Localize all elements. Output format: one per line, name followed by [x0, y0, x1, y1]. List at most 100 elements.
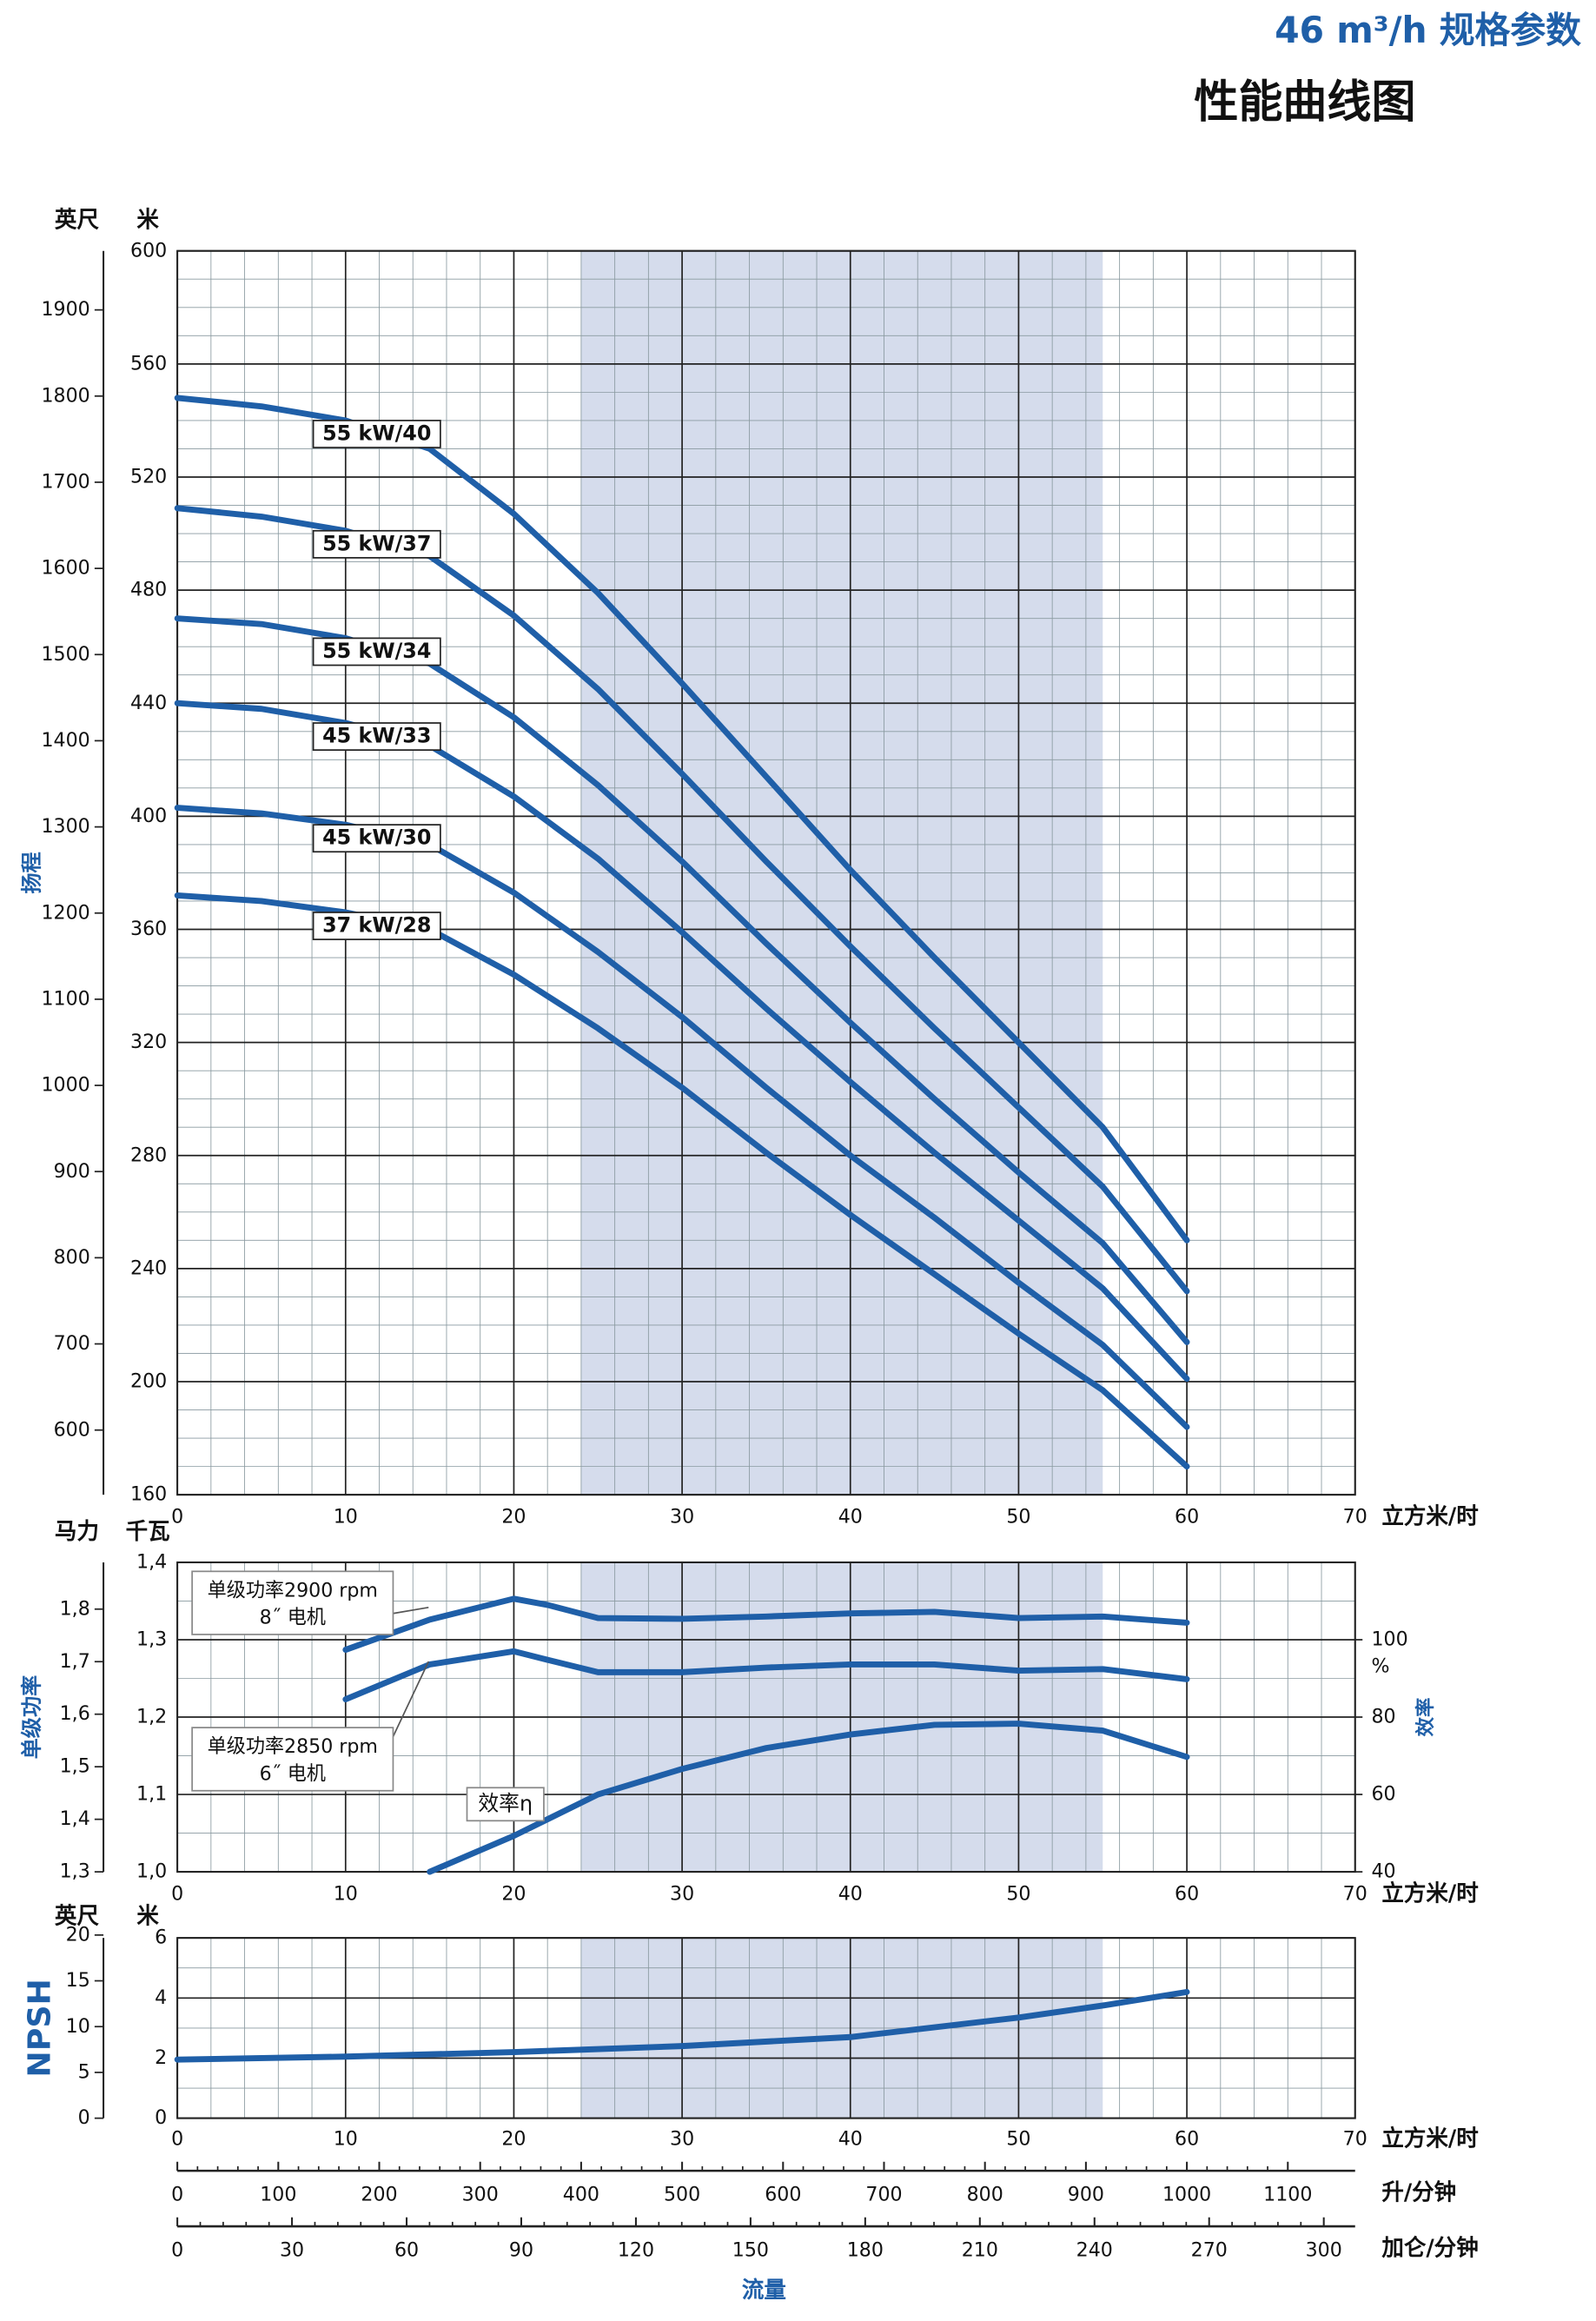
- alt-tick-label: 1,7: [60, 1650, 90, 1673]
- y-tick-label: 1,3: [136, 1628, 167, 1650]
- label-box: [312, 420, 441, 448]
- y-tick-label: 600: [130, 239, 167, 262]
- title: 46 m³/h 规格参数: [1275, 10, 1582, 51]
- x-tick-label: 120: [618, 2238, 654, 2261]
- alt-tick-label: 1600: [42, 557, 90, 580]
- series-label: 55 kW/37: [322, 531, 431, 555]
- plot-frame: [176, 1937, 1356, 2119]
- x-tick-label: 100: [260, 2183, 296, 2205]
- y-tick-label: 440: [130, 692, 167, 714]
- x-tick-label: 60: [1175, 2127, 1199, 2150]
- y-tick-label: 360: [130, 918, 167, 940]
- y-label: NPSH: [23, 1979, 58, 2077]
- annotation: 单级功率2900 rpm: [208, 1579, 378, 1601]
- x-tick-label: 90: [509, 2238, 533, 2261]
- y-unit: 米: [136, 1903, 159, 1929]
- series-label: 37 kW/28: [322, 912, 431, 937]
- label-box: [312, 824, 441, 853]
- x-tick-label: 30: [670, 1505, 694, 1528]
- y-tick-label: 1,2: [136, 1705, 167, 1727]
- x-tick-label: 180: [847, 2238, 884, 2261]
- alt-tick-label: 1,4: [60, 1807, 90, 1830]
- y2-tick-label: 100: [1371, 1628, 1407, 1650]
- x-tick-label: 800: [967, 2183, 1003, 2205]
- x-tick-label: 40: [838, 1882, 863, 1905]
- alt-tick-label: 1,3: [60, 1860, 90, 1882]
- alt-tick-label: 1200: [42, 901, 90, 924]
- x-tick-label: 0: [171, 2238, 183, 2261]
- alt-tick-label: 1500: [42, 643, 90, 666]
- y-tick-label: 0: [155, 2106, 167, 2129]
- x-tick-label: 60: [394, 2238, 419, 2261]
- x-unit: 加仑/分钟: [1381, 2234, 1478, 2261]
- label-box: [312, 722, 441, 751]
- y-tick-label: 400: [130, 805, 167, 827]
- x-tick-label: 50: [1006, 2127, 1030, 2150]
- alt-tick-label: 1700: [42, 470, 90, 493]
- x-tick-label: 10: [334, 1882, 358, 1905]
- y-alt-unit: 马力: [55, 1519, 99, 1545]
- y2-tick-label: 60: [1371, 1782, 1395, 1805]
- alt-tick-label: 1900: [42, 298, 90, 321]
- subtitle: 性能曲线图: [1194, 76, 1415, 129]
- x-tick-label: 20: [501, 1882, 526, 1905]
- x-tick-label: 400: [563, 2183, 599, 2205]
- x-tick-label: 1100: [1263, 2183, 1312, 2205]
- y2-label: 效率: [1414, 1698, 1437, 1737]
- x-unit: 升/分钟: [1381, 2179, 1456, 2205]
- y-tick-label: 1,0: [136, 1860, 167, 1882]
- y2-tick-label: 40: [1371, 1860, 1395, 1882]
- y-tick-label: 1,4: [136, 1550, 167, 1573]
- x-tick-label: 20: [501, 1505, 526, 1528]
- alt-tick-label: 0: [78, 2106, 90, 2129]
- annotation-box: [466, 1787, 545, 1822]
- alt-tick-label: 1,8: [60, 1597, 90, 1620]
- x-tick-label: 70: [1343, 2127, 1368, 2150]
- annotation-box: [191, 1727, 394, 1792]
- x-tick-label: 40: [838, 1505, 863, 1528]
- x-tick-label: 50: [1006, 1505, 1030, 1528]
- annotation: 6˝ 电机: [260, 1762, 326, 1785]
- alt-tick-label: 10: [66, 2015, 90, 2038]
- x-tick-label: 30: [670, 2127, 694, 2150]
- alt-tick-label: 5: [78, 2060, 90, 2083]
- series-label: 55 kW/40: [322, 421, 431, 445]
- alt-tick-label: 600: [54, 1418, 90, 1441]
- x-unit: 立方米/时: [1381, 1502, 1479, 1529]
- y-tick-label: 160: [130, 1483, 167, 1506]
- y-tick-label: 200: [130, 1369, 167, 1392]
- y-alt-unit: 英尺: [55, 1903, 99, 1929]
- x-tick-label: 10: [334, 2127, 358, 2150]
- label-box: [312, 529, 441, 559]
- alt-tick-label: 15: [66, 1969, 90, 1992]
- label-box: [312, 637, 441, 666]
- y-label: 扬程: [20, 852, 44, 893]
- y-tick-label: 520: [130, 465, 167, 487]
- x-tick-label: 20: [501, 2127, 526, 2150]
- x-tick-label: 70: [1343, 1505, 1368, 1528]
- alt-tick-label: 1100: [42, 987, 90, 1010]
- x-tick-label: 240: [1076, 2238, 1113, 2261]
- x-label: 流量: [742, 2278, 786, 2304]
- y-tick-label: 560: [130, 352, 167, 375]
- y-tick-label: 6: [155, 1926, 167, 1949]
- alt-tick-label: 20: [66, 1923, 90, 1946]
- alt-tick-label: 800: [54, 1246, 90, 1269]
- annotation: 效率η: [478, 1791, 533, 1815]
- y2-unit: %: [1371, 1655, 1389, 1677]
- x-tick-label: 300: [1306, 2238, 1342, 2261]
- plot-frame: [176, 249, 1356, 1496]
- x-tick-label: 300: [462, 2183, 499, 2205]
- y-tick-label: 2: [155, 2046, 167, 2069]
- y-tick-label: 320: [130, 1031, 167, 1053]
- x-tick-label: 600: [765, 2183, 801, 2205]
- x-tick-label: 500: [664, 2183, 700, 2205]
- series-label: 45 kW/33: [322, 723, 431, 747]
- y-tick-label: 1,1: [136, 1782, 167, 1805]
- series-label: 45 kW/30: [322, 826, 431, 850]
- alt-tick-label: 1,6: [60, 1702, 90, 1725]
- series-label: 55 kW/34: [322, 639, 431, 663]
- annotation: 8˝ 电机: [260, 1606, 326, 1628]
- y-tick-label: 480: [130, 578, 167, 600]
